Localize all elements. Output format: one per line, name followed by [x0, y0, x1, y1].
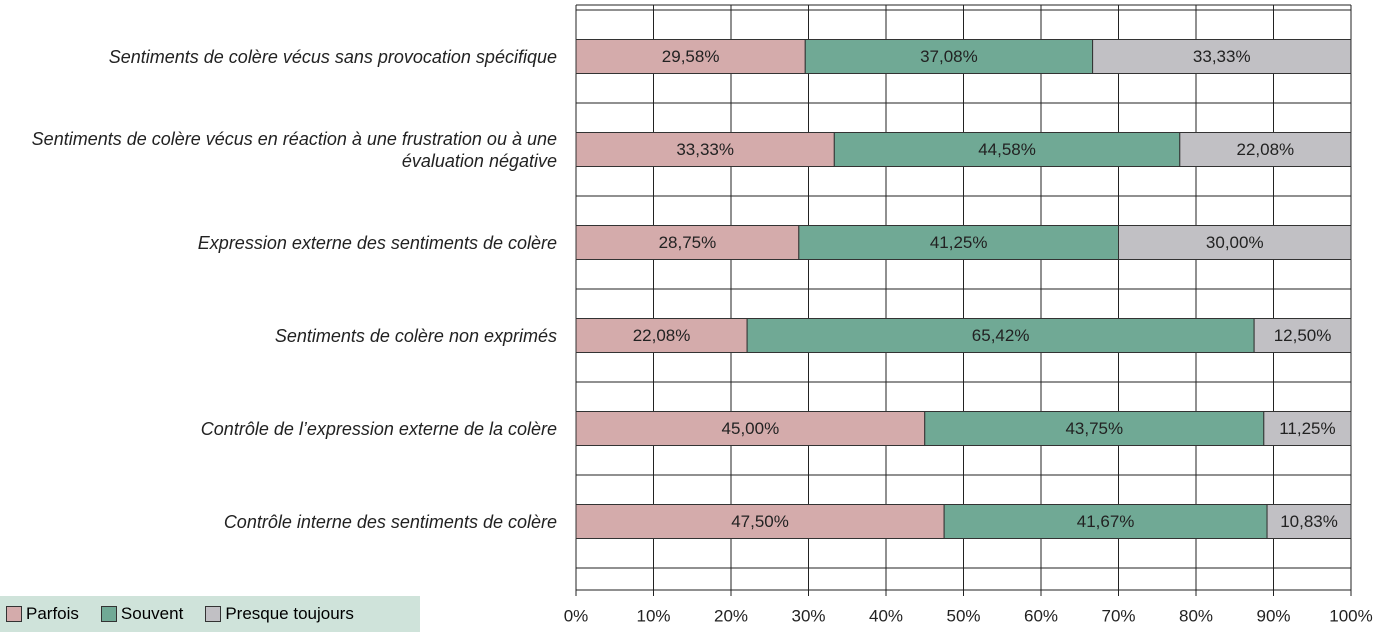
x-tick-label: 50% — [946, 606, 980, 625]
legend-item: Presque toujours — [205, 604, 354, 624]
bar-segment — [1266, 504, 1352, 539]
x-tick-label: 80% — [1179, 606, 1213, 625]
value-label: 33,33% — [676, 140, 734, 159]
bar-segment — [746, 318, 1255, 353]
legend-label: Presque toujours — [225, 604, 354, 623]
bar-segment — [1118, 225, 1352, 260]
value-label: 45,00% — [722, 419, 780, 438]
legend-swatch — [205, 606, 222, 622]
bar-segment — [575, 39, 806, 74]
value-label: 12,50% — [1274, 326, 1332, 345]
bar-segment — [575, 411, 926, 446]
x-tick-label: 40% — [869, 606, 903, 625]
category-label: Contrôle de l’expression externe de la c… — [200, 418, 557, 439]
legend-label: Souvent — [120, 604, 184, 623]
x-tick-label: 10% — [636, 606, 670, 625]
value-label: 41,67% — [1077, 512, 1135, 531]
bar-segment — [924, 411, 1265, 446]
x-tick-label: 0% — [564, 606, 589, 625]
bar-segment — [798, 225, 1119, 260]
value-label: 65,42% — [972, 326, 1030, 345]
category-label: Sentiments de colère vécus en réaction à… — [31, 128, 557, 171]
bar-segment — [804, 39, 1094, 74]
bar-segment — [575, 504, 945, 539]
legend-item: Souvent — [100, 604, 184, 624]
value-label: 30,00% — [1206, 233, 1264, 252]
legend-swatch — [6, 606, 22, 622]
x-tick-label: 30% — [791, 606, 825, 625]
legend-label: Parfois — [26, 604, 79, 623]
legend-item: Parfois — [6, 604, 79, 624]
x-tick-label: 20% — [714, 606, 748, 625]
x-tick-label: 100% — [1329, 606, 1372, 625]
value-label: 10,83% — [1280, 512, 1338, 531]
bar-segment — [1263, 411, 1352, 446]
category-label: Expression externe des sentiments de col… — [197, 232, 557, 253]
bar-segment — [1092, 39, 1352, 74]
category-label: Sentiments de colère vécus sans provocat… — [108, 46, 557, 67]
bar-segment — [575, 318, 748, 353]
value-label: 28,75% — [659, 233, 717, 252]
value-label: 11,25% — [1279, 419, 1335, 438]
legend-swatch — [100, 606, 117, 622]
value-label: 33,33% — [1193, 47, 1251, 66]
bar-segment — [1179, 132, 1352, 167]
value-label: 22,08% — [1237, 140, 1295, 159]
value-label: 29,58% — [662, 47, 720, 66]
bar-segment — [1253, 318, 1352, 353]
legend: Parfois Souvent Presque toujours — [0, 596, 420, 632]
x-tick-label: 90% — [1256, 606, 1290, 625]
value-label: 47,50% — [731, 512, 789, 531]
category-label: Contrôle interne des sentiments de colèr… — [223, 511, 557, 532]
value-label: 44,58% — [978, 140, 1036, 159]
value-label: 22,08% — [633, 326, 691, 345]
bar-segment — [943, 504, 1268, 539]
value-label: 37,08% — [920, 47, 978, 66]
x-tick-label: 60% — [1024, 606, 1058, 625]
category-label: Sentiments de colère non exprimés — [274, 325, 557, 346]
value-label: 43,75% — [1065, 419, 1123, 438]
value-label: 41,25% — [930, 233, 988, 252]
x-tick-label: 70% — [1101, 606, 1135, 625]
